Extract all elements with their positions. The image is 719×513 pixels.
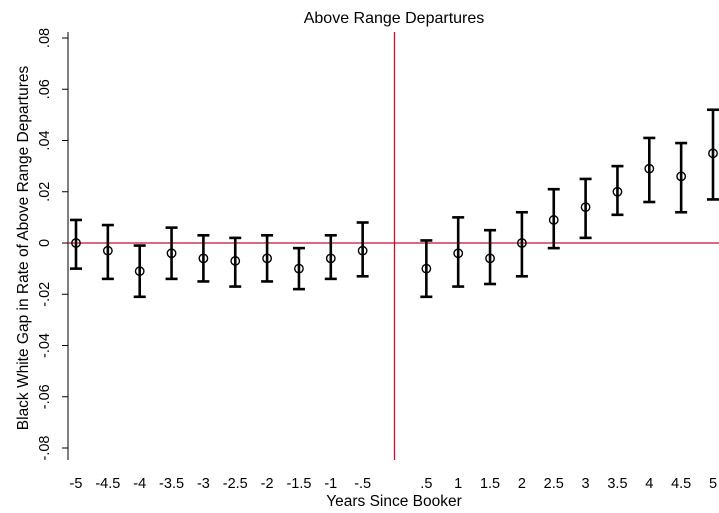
point-estimate-marker [230,256,241,266]
y-tick-label: -.02 [37,282,53,307]
data-point [229,236,242,288]
x-axis-ticks: -5 -4.5 -4 -3.5 -3 -2.5 -2 -1.5 -1 -.5 .5 1 1.5 2 2.5 3… [70,476,717,492]
chart-title: Above Range Departures [304,10,485,27]
y-tick-label: .06 [37,79,53,99]
y-tick-label: -.06 [37,384,53,409]
x-tick-label: 1 [454,476,462,492]
data-point [70,218,82,270]
point-estimate-marker [612,186,623,197]
y-axis-ticks: -.08 -.06 -.04 -.02 0 .02 .04 .06 .08 [37,28,68,461]
point-estimate-marker [644,163,655,174]
x-tick-label: -1.5 [286,476,311,492]
x-tick-label: -1 [324,476,337,492]
data-point [643,136,656,204]
point-estimate-marker [580,202,591,213]
x-tick-label: .5 [420,476,432,492]
reference-lines [68,32,719,460]
data-points [70,108,719,299]
x-tick-label: 2 [518,476,526,492]
point-estimate-marker [548,215,559,225]
point-estimate-marker [485,253,495,264]
x-tick-label: -4.5 [95,476,120,492]
point-estimate-marker [262,253,272,264]
data-point [707,108,719,201]
data-point [452,216,465,288]
point-estimate-marker [708,148,718,159]
data-point [292,246,305,291]
point-estimate-marker [517,238,527,248]
data-point [261,234,274,283]
x-tick-label: -3.5 [159,476,184,492]
x-tick-label: 2.5 [544,476,564,492]
x-tick-label: -2.5 [223,476,248,492]
y-tick-label: .04 [37,130,53,150]
data-point [133,244,146,299]
x-tick-label: 5 [709,476,717,492]
point-estimate-marker [357,245,368,256]
y-tick-label: 0 [37,239,53,247]
data-point [420,239,433,299]
point-estimate-marker [198,253,209,264]
x-tick-label: -4 [133,476,146,492]
data-point [356,221,369,278]
data-point [675,141,688,214]
x-tick-label: 3 [582,476,590,492]
point-estimate-marker [453,248,464,259]
data-point [484,228,497,286]
x-tick-label: 3.5 [607,476,627,492]
x-tick-label: 4.5 [671,476,691,492]
y-tick-label: .02 [37,182,53,202]
x-tick-label: -2 [261,476,274,492]
point-estimate-marker [676,171,687,182]
x-tick-label: 1.5 [480,476,500,492]
x-tick-label: -5 [70,476,83,492]
x-tick-label: -.5 [354,476,371,492]
point-estimate-marker [325,253,336,264]
point-estimate-marker [134,266,145,277]
data-point [515,210,528,278]
y-tick-label: -.08 [37,436,53,461]
point-estimate-marker [421,263,432,274]
x-axis-label: Years Since Booker [326,493,462,510]
x-tick-label: -3 [197,476,210,492]
point-estimate-marker [102,245,113,256]
data-point [579,177,592,240]
data-point [197,234,210,283]
data-point [101,223,114,281]
x-tick-label: 4 [645,476,653,492]
point-estimate-marker [71,238,81,248]
point-estimate-marker [294,263,304,274]
data-point [611,164,624,217]
y-tick-label: -.04 [37,333,53,358]
data-point [324,234,337,281]
data-point [547,187,560,250]
data-point [165,226,178,281]
y-axis-label: Black White Gap in Rate of Above Range D… [15,66,32,431]
plot-area: -.08 -.06 -.04 -.02 0 .02 .04 .06 .08 -5 -4.5 -4 -3… [37,28,719,492]
y-tick-label: .08 [37,28,53,48]
point-estimate-marker [166,248,177,259]
